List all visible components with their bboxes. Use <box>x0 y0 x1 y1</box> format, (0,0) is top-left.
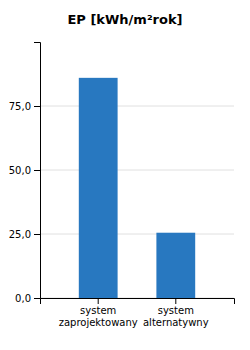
y-tick-label: 0,0 <box>15 293 31 304</box>
grid-line <box>40 170 234 171</box>
grid-line <box>40 106 234 107</box>
y-tick-label: 75,0 <box>9 101 31 112</box>
x-tick-mark <box>175 298 176 304</box>
grid <box>40 106 234 298</box>
x-axis-line <box>41 299 235 305</box>
x-axis: systemzaprojektowanysystemalternatywny <box>41 298 235 328</box>
chart: 0,025,050,075,0systemzaprojektowanysyste… <box>0 0 250 350</box>
bar <box>79 78 118 298</box>
y-axis-line <box>34 43 41 299</box>
y-tick-label: 50,0 <box>9 165 31 176</box>
y-tick-mark <box>34 170 40 171</box>
y-tick: 50,0 <box>9 165 40 176</box>
title: EP [kWh/m²rok] <box>67 12 182 27</box>
x-tick-label-line: system <box>158 305 194 316</box>
grid-line <box>40 234 234 235</box>
x-tick-label: systemalternatywny <box>143 305 209 328</box>
y-tick-mark <box>34 298 40 299</box>
y-tick-label: 25,0 <box>9 229 31 240</box>
y-axis: 0,0 25,0 50,0 75,0 <box>9 43 41 304</box>
y-tick-mark <box>34 234 40 235</box>
y-tick-mark <box>34 106 40 107</box>
x-tick-label-line: zaprojektowany <box>59 317 138 328</box>
x-tick: systemzaprojektowany <box>59 298 138 328</box>
x-tick-label-line: alternatywny <box>143 317 209 328</box>
y-tick: 0,0 <box>15 293 40 304</box>
y-tick: 25,0 <box>9 229 40 240</box>
plot: 0,025,050,075,0systemzaprojektowanysyste… <box>9 43 235 328</box>
bars <box>79 78 195 298</box>
x-tick-label: systemzaprojektowany <box>59 305 138 328</box>
x-tick-label-line: system <box>80 305 116 316</box>
x-tick-mark <box>98 298 99 304</box>
y-tick: 75,0 <box>9 101 40 112</box>
x-tick: systemalternatywny <box>143 298 209 328</box>
bar <box>156 233 195 298</box>
